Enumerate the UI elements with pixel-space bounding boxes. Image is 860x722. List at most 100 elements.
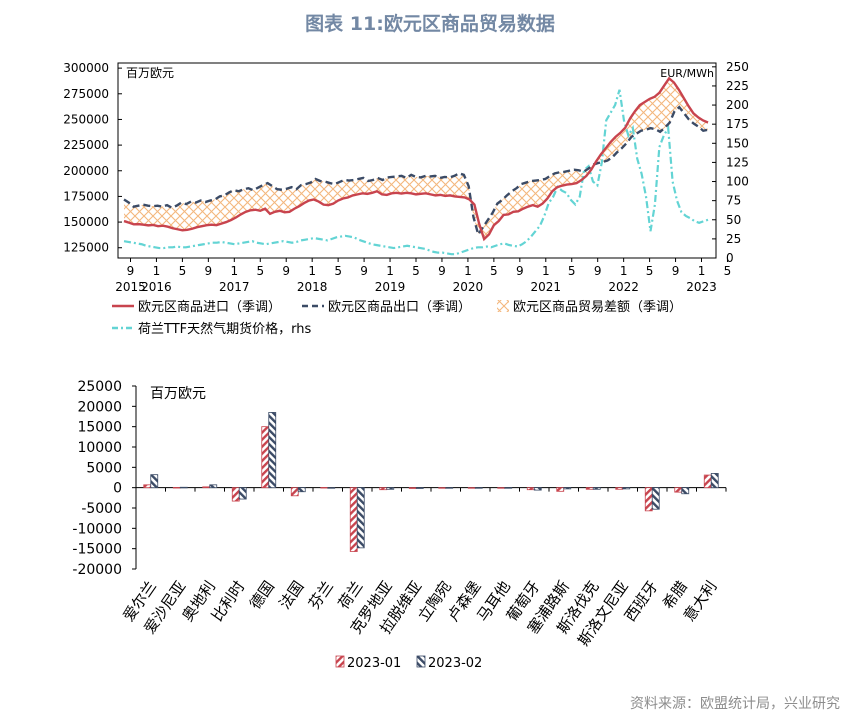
bar-2023-01 [615,487,624,490]
bar-2023-01 [290,487,299,497]
y-tick-label: 25000 [77,379,122,395]
y-left-tick-label: 150000 [63,215,109,229]
bar-2023-01 [202,486,211,489]
bar-2023-02 [563,487,572,490]
bar-2023-01 [585,487,594,490]
bar-2023-02 [356,487,365,549]
x-category-label: 塞浦路斯 [524,578,573,637]
x-category-label: 葡萄牙 [503,578,544,625]
x-month-label: 5 [646,264,654,278]
y-tick-label: 0 [113,481,122,497]
y-tick-label: -20000 [72,562,122,578]
bar-2023-01 [349,487,358,552]
y-left-tick-label: 275000 [63,87,109,101]
y-unit: 百万欧元 [150,386,206,402]
x-month-label: 1 [464,264,472,278]
x-category-label: 斯洛文尼亚 [574,578,632,650]
series-import-line [123,76,709,242]
bar-2023-02 [533,487,542,491]
series-ttf-line [123,89,709,256]
x-month-label: 1 [308,264,316,278]
y-tick-label: -5000 [81,501,122,517]
x-category-label: 拉脱维亚 [376,578,425,637]
bar-2023-01 [674,487,683,493]
x-category-label: 希腊 [659,578,691,613]
bar-2023-02 [681,487,690,495]
x-month-label: 9 [672,264,680,278]
x-category-label: 法国 [276,578,308,613]
x-month-label: 5 [412,264,420,278]
chart-title: 图表 11:欧元区商品贸易数据 [305,13,555,35]
y-right-tick-label: 25 [726,232,741,246]
x-month-label: 5 [256,264,264,278]
x-year-label: 2016 [141,280,172,294]
y-right-tick-label: 100 [726,175,749,189]
trade-line-chart: 3000002750002500002250002000001750001500… [63,60,749,337]
x-category-label: 奥地利 [178,578,219,625]
bar-2023-02 [268,412,277,489]
y-right-tick-label: 250 [726,60,749,74]
bar-2023-02 [592,487,601,490]
x-category-label: 荷兰 [335,578,367,613]
x-category-label: 芬兰 [305,578,337,613]
y-left-tick-label: 250000 [63,112,109,126]
y-tick-label: -15000 [72,542,122,558]
bar-2023-02 [238,487,247,500]
x-category-label: 比利时 [208,578,249,625]
y-right-tick-label: 0 [726,251,734,265]
y-right-tick-label: 50 [726,213,741,227]
bar-2023-02 [209,484,218,489]
x-category-label: 爱尔兰 [119,578,160,625]
y-left-unit: 百万欧元 [126,66,174,80]
x-year-label: 2023 [686,280,717,294]
legend-swatch [335,655,345,668]
x-month-label: 9 [205,264,213,278]
bar-2023-02 [150,474,159,489]
bar-2023-01 [143,484,152,489]
bar-2023-01 [526,487,535,491]
bar-2023-01 [379,487,388,491]
x-month-label: 1 [230,264,238,278]
x-month-label: 9 [127,264,135,278]
bar-2023-01 [320,487,329,489]
y-right-tick-label: 125 [726,155,749,169]
bar-2023-02 [297,487,306,493]
plot-frame [117,62,717,259]
x-year-label: 2017 [219,280,250,294]
y-tick-label: 15000 [77,420,122,436]
x-month-label: 9 [360,264,368,278]
bar-2023-01 [261,426,270,489]
legend-swatch-balance [497,300,509,312]
bar-2023-02 [504,487,513,489]
bar-2023-02 [710,473,719,489]
source-note: 资料来源：欧盟统计局，兴业研究 [630,696,840,712]
x-category-label: 意大利 [680,578,721,625]
bar-2023-01 [703,474,712,489]
x-year-label: 2015 [115,280,146,294]
bar-2023-02 [327,487,336,489]
x-month-label: 1 [386,264,394,278]
bar-2023-01 [644,487,653,512]
bar-2023-01 [231,487,240,502]
y-right-tick-label: 75 [726,194,741,208]
x-month-label: 5 [334,264,342,278]
legend-label: 欧元区商品贸易差额（季调） [513,300,682,315]
bar-2023-02 [651,487,660,510]
x-category-label: 立陶宛 [414,578,455,625]
x-month-label: 9 [438,264,446,278]
bar-2023-02 [445,487,454,489]
bar-2023-02 [474,487,483,489]
x-year-label: 2018 [297,280,328,294]
bar-2023-01 [497,487,506,489]
legend-label: 2023-02 [428,656,482,671]
y-tick-label: -10000 [72,521,122,537]
x-category-label: 卢森堡 [444,578,485,625]
x-category-label: 斯洛伐克 [553,578,602,637]
x-category-label: 西班牙 [621,578,662,625]
x-month-label: 5 [568,264,576,278]
y-right-tick-label: 200 [726,98,749,112]
y-tick-label: 10000 [77,440,122,456]
x-month-label: 1 [620,264,628,278]
bar-2023-01 [556,487,565,492]
y-left-tick-label: 175000 [63,189,109,203]
